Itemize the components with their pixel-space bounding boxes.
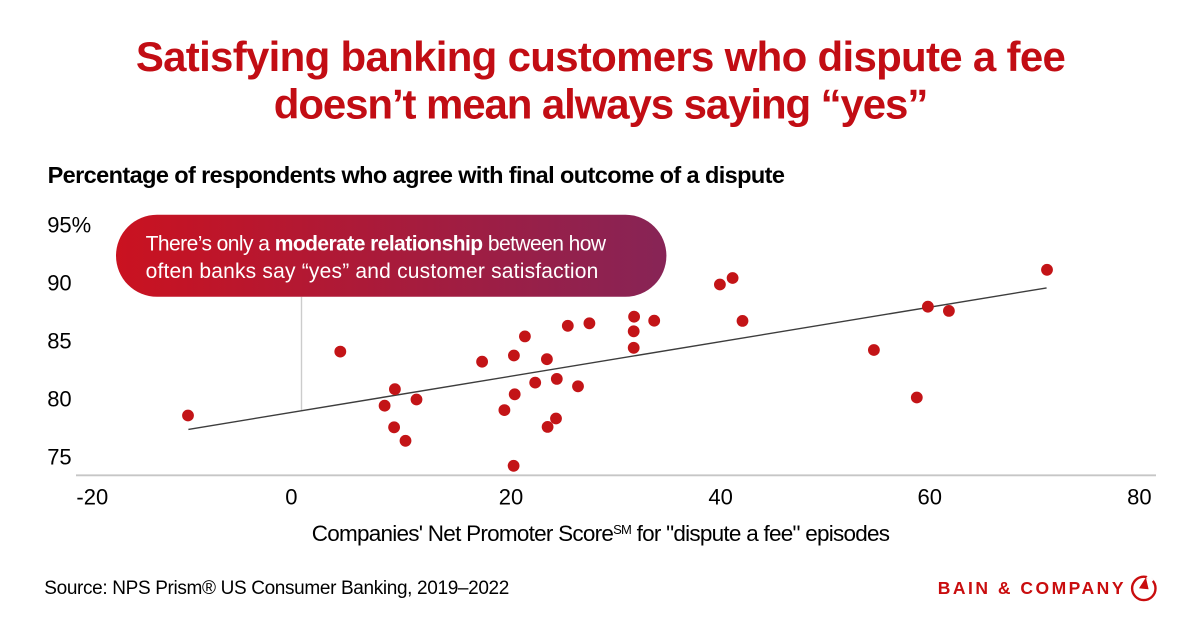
svg-text:Source: NPS Prism® US Consumer: Source: NPS Prism® US Consumer Banking, … bbox=[44, 578, 509, 599]
svg-text:40: 40 bbox=[708, 484, 732, 509]
svg-text:0: 0 bbox=[285, 484, 297, 509]
svg-text:Companies' Net Promoter ScoreS: Companies' Net Promoter ScoreSM for "dis… bbox=[312, 521, 890, 546]
svg-text:often banks say “yes” and cust: often banks say “yes” and customer satis… bbox=[146, 260, 599, 283]
svg-text:80: 80 bbox=[47, 387, 71, 412]
svg-text:20: 20 bbox=[499, 484, 523, 509]
svg-text:-20: -20 bbox=[76, 484, 108, 509]
svg-text:BAIN & COMPANY: BAIN & COMPANY bbox=[938, 578, 1126, 598]
svg-text:90: 90 bbox=[47, 271, 71, 296]
svg-text:75: 75 bbox=[47, 445, 71, 470]
svg-text:Satisfying banking customers w: Satisfying banking customers who dispute… bbox=[136, 33, 1065, 80]
svg-text:60: 60 bbox=[918, 484, 942, 509]
svg-text:80: 80 bbox=[1127, 484, 1151, 509]
svg-text:85: 85 bbox=[47, 329, 71, 354]
svg-text:doesn’t mean always saying “ye: doesn’t mean always saying “yes” bbox=[274, 81, 927, 128]
svg-text:95%: 95% bbox=[47, 213, 91, 238]
svg-text:There’s only a moderate relati: There’s only a moderate relationship bet… bbox=[146, 232, 607, 255]
svg-text:Percentage of respondents who: Percentage of respondents who agree with… bbox=[48, 162, 785, 188]
